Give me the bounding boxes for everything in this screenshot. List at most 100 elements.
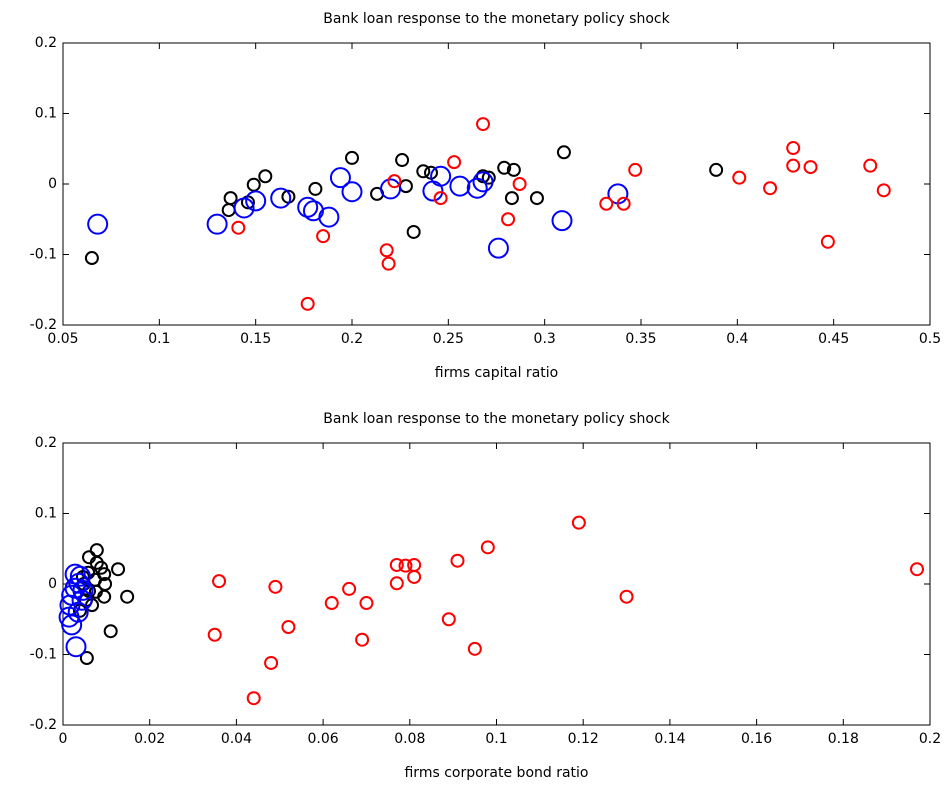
scatter-point <box>355 632 370 647</box>
scatter-point <box>87 213 109 235</box>
x-tick-label: 0.15 <box>240 331 271 347</box>
y-tick-label: -0.2 <box>30 317 57 333</box>
scatter-point <box>71 589 93 611</box>
scatter-point <box>270 187 292 209</box>
scatter-point <box>258 169 273 184</box>
scatter-point <box>398 558 413 573</box>
scatter-point <box>268 579 283 594</box>
x-tick-label: 0.1 <box>485 731 507 747</box>
x-tick-label: 0.04 <box>221 731 252 747</box>
scatter-point <box>97 589 112 604</box>
scatter-point <box>103 624 118 639</box>
y-tick-label: 0.2 <box>35 435 57 451</box>
scatter-point <box>381 256 396 271</box>
x-tick-label: 0.3 <box>534 331 556 347</box>
scatter-point <box>450 553 465 568</box>
scatter-point <box>803 160 818 175</box>
scatter-point <box>909 562 924 577</box>
x-tick-label: 0.02 <box>134 731 165 747</box>
axes-frame <box>62 442 931 726</box>
scatter-point <box>763 181 778 196</box>
scatter-point <box>359 596 374 611</box>
x-tick-label: 0.05 <box>47 331 78 347</box>
scatter-point <box>246 177 261 192</box>
y-tick-label: -0.1 <box>30 647 57 663</box>
scatter-point <box>407 557 422 572</box>
scatter-point <box>380 178 402 200</box>
scatter-point <box>512 177 527 191</box>
scatter-point <box>207 627 222 642</box>
scatter-point <box>430 165 452 187</box>
scatter-point <box>709 162 724 177</box>
scatter-point <box>264 655 279 670</box>
scatter-point <box>221 203 236 218</box>
x-tick-label: 0.2 <box>919 731 941 747</box>
x-axis-label: firms capital ratio <box>435 365 558 381</box>
x-tick-label: 0 <box>59 731 68 747</box>
x-tick-label: 0.16 <box>741 731 772 747</box>
scatter-point <box>245 190 267 212</box>
scatter-point <box>379 243 394 258</box>
scatter-point <box>732 170 747 185</box>
scatter-point <box>231 220 246 235</box>
x-tick-label: 0.06 <box>308 731 339 747</box>
scatter-point <box>480 540 495 555</box>
scatter-point <box>416 164 431 179</box>
scatter-point <box>876 183 891 198</box>
scatter-point <box>481 170 496 185</box>
x-tick-label: 0.4 <box>726 331 748 347</box>
scatter-point <box>504 191 519 206</box>
scatter-point <box>398 179 413 194</box>
scatter-point <box>89 543 104 558</box>
scatter-point <box>223 191 238 206</box>
scatter-point <box>111 562 126 577</box>
scatter-point <box>329 167 351 189</box>
scatter-point <box>556 145 571 160</box>
scatter-point <box>422 180 444 202</box>
x-tick-label: 0.08 <box>394 731 425 747</box>
scatter-point <box>619 589 634 604</box>
chart-title: Bank loan response to the monetary polic… <box>323 411 670 427</box>
x-tick-label: 0.5 <box>919 331 941 347</box>
x-tick-label: 0.45 <box>818 331 849 347</box>
y-tick-label: -0.1 <box>30 247 57 263</box>
axes-frame <box>62 42 931 326</box>
scatter-point <box>449 175 471 197</box>
scatter-point <box>628 162 643 177</box>
scatter-point <box>395 153 410 168</box>
scatter-point <box>571 515 586 530</box>
scatter-point <box>342 581 357 596</box>
scatter-point <box>233 197 255 219</box>
y-tick-label: 0.2 <box>35 35 57 51</box>
scatter-point <box>61 614 83 636</box>
scatter-point <box>466 177 488 199</box>
x-tick-label: 0.25 <box>433 331 464 347</box>
scatter-point <box>476 117 491 132</box>
scatter-point <box>212 574 227 589</box>
x-tick-label: 0.12 <box>568 731 599 747</box>
scatter-point <box>316 229 331 244</box>
scatter-point <box>820 234 835 249</box>
scatter-point <box>206 213 228 235</box>
scatter-point <box>467 641 482 656</box>
scatter-point <box>476 169 491 184</box>
scatter-point <box>281 620 296 635</box>
scatter-point <box>529 191 544 206</box>
scatter-point <box>387 174 402 189</box>
scatter-point <box>551 210 573 232</box>
x-tick-label: 0.18 <box>828 731 859 747</box>
scatter-point <box>120 589 135 604</box>
scatter-point <box>433 191 448 206</box>
scatter-point <box>472 171 494 193</box>
scatter-point <box>389 557 404 572</box>
scatter-point <box>786 141 801 156</box>
scatter-point <box>389 576 404 591</box>
scatter-point <box>84 251 99 266</box>
y-tick-label: 0 <box>48 176 57 192</box>
scatter-point <box>441 612 456 627</box>
scatter-point <box>308 181 323 196</box>
scatter-point <box>67 601 89 623</box>
scatter-point <box>406 224 421 239</box>
x-axis-label: firms corporate bond ratio <box>404 765 588 781</box>
